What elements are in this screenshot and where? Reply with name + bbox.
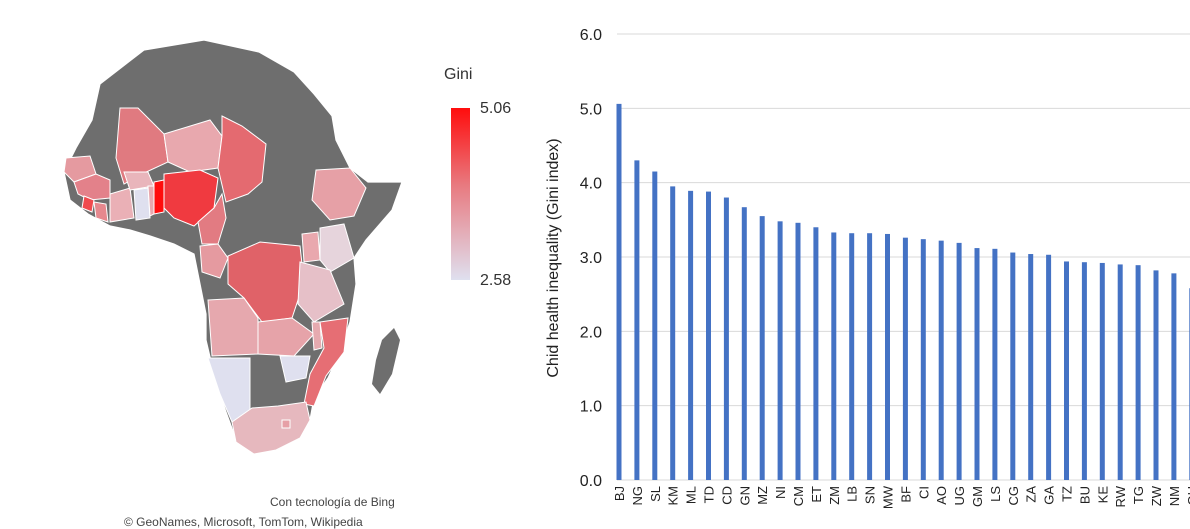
x-tick-label: ZA [1024, 486, 1039, 503]
x-tick-label: NM [1167, 486, 1182, 506]
bar-cd [724, 198, 729, 480]
x-tick-label: NI [773, 486, 788, 499]
chart-bars [617, 104, 1190, 480]
x-tick-label: KE [1095, 486, 1110, 504]
x-tick-label: CM [791, 486, 806, 506]
map-credit-sources: © GeoNames, Microsoft, TomTom, Wikipedia [124, 515, 363, 529]
map-credit-bing: Con tecnología de Bing [270, 495, 395, 509]
bar-ml [688, 191, 693, 480]
y-tick-label: 0.0 [580, 473, 602, 490]
bar-ni [778, 221, 783, 480]
x-tick-label: SN [863, 486, 878, 504]
bar-ke [1100, 263, 1105, 480]
x-tick-label: TZ [1060, 486, 1075, 502]
region-cote-divoire [110, 188, 134, 222]
bar-ls [992, 249, 997, 480]
x-tick-label: SL [648, 486, 663, 502]
chart-y-tick-labels: 0.0 1.0 2.0 3.0 4.0 5.0 6.0 [580, 27, 602, 490]
bar-bu [1082, 262, 1087, 480]
bar-bf [903, 238, 908, 480]
region-namibia [208, 358, 250, 422]
x-tick-label: CG [1006, 486, 1021, 506]
legend-max-value: 5.06 [480, 100, 511, 118]
africa-choropleth-map: Gini 5.06 2.58 Con tecnología de Bing © … [14, 22, 516, 517]
y-tick-label: 4.0 [580, 176, 602, 193]
x-tick-label: MZ [755, 486, 770, 505]
bar-bj [617, 104, 622, 480]
bar-sl [652, 172, 657, 480]
x-tick-label: ML [684, 486, 699, 504]
bar-nm [1171, 273, 1176, 480]
bar-zw [1154, 270, 1159, 480]
y-tick-label: 1.0 [580, 399, 602, 416]
bar-cg [1010, 253, 1015, 480]
x-tick-label: LS [988, 486, 1003, 502]
region-lesotho [282, 420, 290, 428]
bar-ga [1046, 255, 1051, 480]
legend-title: Gini [444, 66, 472, 84]
x-tick-label: MW [881, 485, 896, 509]
bar-td [706, 192, 711, 480]
x-tick-label: TD [702, 486, 717, 503]
bar-za [1028, 254, 1033, 480]
x-tick-label: UG [952, 486, 967, 506]
x-tick-label: ZW [1149, 485, 1164, 506]
bar-ng [634, 160, 639, 480]
legend-min-value: 2.58 [480, 272, 511, 290]
bar-zm [831, 232, 836, 480]
x-tick-label: ZM [827, 486, 842, 505]
x-tick-label: NG [630, 486, 645, 506]
x-tick-label: AO [934, 486, 949, 505]
bar-tz [1064, 261, 1069, 480]
map-canvas [14, 22, 516, 517]
bar-et [813, 227, 818, 480]
x-tick-label: CI [916, 486, 931, 499]
bar-mz [760, 216, 765, 480]
x-tick-label: TG [1131, 486, 1146, 504]
x-tick-label: BU [1077, 486, 1092, 504]
bar-rw [1118, 264, 1123, 480]
madagascar [372, 328, 400, 394]
x-tick-label: GA [1042, 486, 1057, 505]
bar-sn [867, 233, 872, 480]
x-tick-label: GM [970, 486, 985, 507]
bar-ci [921, 239, 926, 480]
y-tick-label: 3.0 [580, 250, 602, 267]
bar-lb [849, 233, 854, 480]
bar-tg [1136, 265, 1141, 480]
bar-mw [885, 234, 890, 480]
x-tick-label: KM [666, 486, 681, 506]
bar-gm [975, 248, 980, 480]
y-tick-label: 6.0 [580, 27, 602, 44]
bar-gn [742, 207, 747, 480]
bar-cm [796, 223, 801, 480]
y-tick-label: 2.0 [580, 324, 602, 341]
legend-color-scale [451, 108, 470, 280]
region-angola [208, 298, 258, 356]
region-benin [154, 180, 164, 214]
x-tick-label: LB [845, 486, 860, 502]
bar-km [670, 186, 675, 480]
x-tick-label: GH [1185, 486, 1190, 506]
bar-ug [957, 243, 962, 480]
x-tick-label: BF [898, 486, 913, 503]
x-tick-label: RW [1113, 485, 1128, 507]
region-ghana [134, 188, 150, 220]
x-tick-label: BJ [612, 486, 627, 501]
x-tick-label: ET [809, 486, 824, 503]
chart-y-axis-label: Chid health inequality (Gini index) [545, 138, 562, 377]
bar-ao [939, 241, 944, 480]
region-uganda [302, 232, 320, 262]
x-tick-label: GN [737, 486, 752, 506]
x-tick-label: CD [719, 486, 734, 505]
y-tick-label: 5.0 [580, 101, 602, 118]
